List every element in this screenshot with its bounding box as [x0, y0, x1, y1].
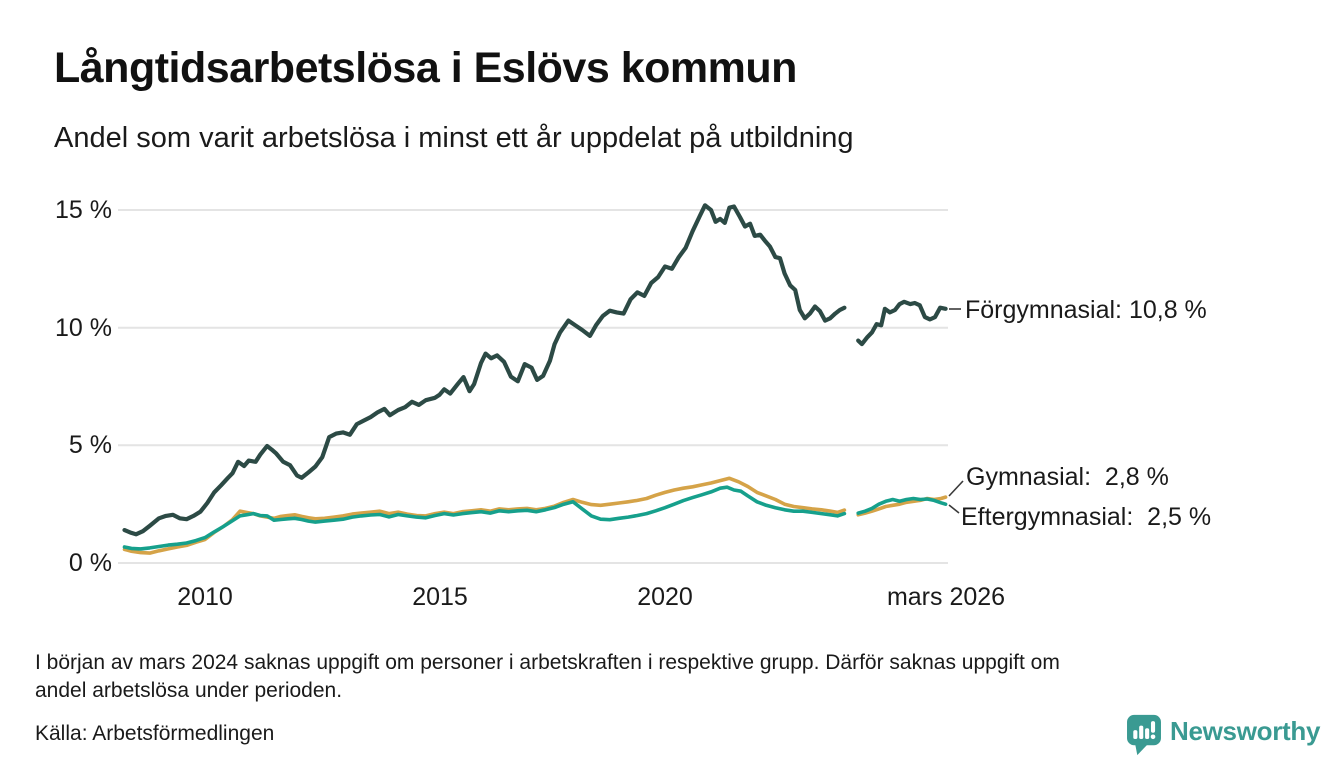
- x-tick-mars-2026: mars 2026: [886, 583, 1006, 611]
- series-label-gymnasial: Gymnasial: 2,8 %: [966, 463, 1169, 491]
- series-label-forgymnasial: Förgymnasial: 10,8 %: [965, 296, 1207, 324]
- y-tick-5: 5 %: [68, 431, 112, 459]
- connector-gymnasial: [948, 480, 964, 497]
- y-tick-15: 15 %: [55, 196, 112, 224]
- page-title: Långtidsarbetslösa i Eslövs kommun: [54, 44, 797, 92]
- y-tick-0: 0 %: [68, 549, 112, 577]
- series-layer: [122, 203, 948, 555]
- series-eftergymnasial-segment-2: [856, 496, 948, 515]
- series-forgymnasial-segment-2: [856, 299, 948, 347]
- newsworthy-logo-icon: [1127, 714, 1161, 756]
- annotation-connectors: [948, 308, 964, 514]
- page-subtitle: Andel som varit arbetslösa i minst ett å…: [54, 122, 854, 154]
- gridlines: [118, 209, 948, 564]
- y-tick-10: 10 %: [55, 314, 112, 342]
- source-text: Källa: Arbetsförmedlingen: [35, 722, 275, 745]
- series-forgymnasial-segment-1: [122, 203, 847, 537]
- x-tick-2010: 2010: [177, 583, 233, 611]
- footnote: I början av mars 2024 saknas uppgift om …: [35, 649, 1270, 705]
- series-label-eftergymnasial: Eftergymnasial: 2,5 %: [961, 503, 1212, 531]
- x-tick-2020: 2020: [637, 583, 693, 611]
- connector-eftergymnasial: [948, 504, 960, 514]
- series-eftergymnasial-segment-1: [122, 485, 847, 551]
- footnote-text: I början av mars 2024 saknas uppgift om …: [35, 651, 1060, 702]
- brand-logo: Newsworthy: [1126, 714, 1320, 756]
- x-tick-2015: 2015: [412, 583, 468, 611]
- brand-name: Newsworthy: [1170, 716, 1321, 746]
